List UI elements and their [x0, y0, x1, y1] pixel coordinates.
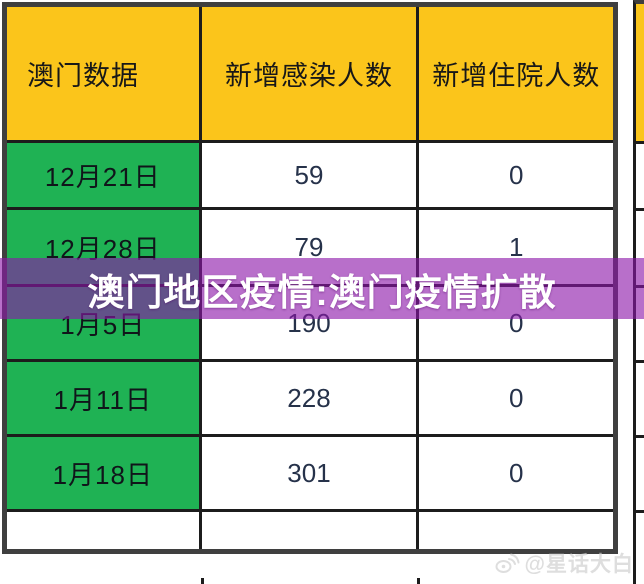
header-new-infections: 新增感染人数: [198, 3, 420, 143]
sliver-cell: [636, 141, 644, 208]
date-cell: 1月18日: [3, 434, 202, 512]
sliver-cell: [636, 510, 644, 584]
sliver-header-cell: [636, 4, 644, 141]
sliver-cell: [636, 208, 644, 285]
empty-cell: [198, 509, 420, 553]
infections-cell: 59: [198, 140, 420, 210]
weibo-icon: [494, 552, 520, 574]
weibo-handle: @星话大白: [524, 553, 634, 576]
empty-cell: [416, 509, 617, 553]
table-row: 1月18日 301 0: [3, 434, 617, 512]
sliver-cell: [636, 360, 644, 435]
date-cell: 12月21日: [3, 140, 202, 210]
caption-title: 澳门地区疫情:澳门疫情扩散: [87, 271, 557, 313]
empty-cell: [3, 509, 202, 553]
infections-cell: 228: [198, 359, 420, 437]
weibo-watermark: @星话大白: [494, 548, 634, 578]
gridline-stub: [417, 578, 420, 584]
date-cell: 1月11日: [3, 359, 202, 437]
table-header-row: 澳门数据 新增感染人数 新增住院人数: [3, 3, 617, 143]
table-row: 12月21日 59 0: [3, 140, 617, 210]
table-row-empty: [3, 509, 617, 553]
hospitalizations-cell: 0: [416, 359, 617, 437]
hospitalizations-cell: 0: [416, 140, 617, 210]
header-new-hospitalizations: 新增住院人数: [416, 3, 617, 143]
macau-data-table: 澳门数据 新增感染人数 新增住院人数 12月21日 59 0 12月28日 79…: [2, 2, 618, 554]
header-macau-data: 澳门数据: [3, 3, 202, 143]
hospitalizations-cell: 0: [416, 434, 617, 512]
table-row: 1月11日 228 0: [3, 359, 617, 437]
caption-banner: 澳门地区疫情:澳门疫情扩散: [0, 258, 644, 319]
gridline-stub: [201, 578, 204, 584]
sliver-cell: [636, 435, 644, 510]
infections-cell: 301: [198, 434, 420, 512]
